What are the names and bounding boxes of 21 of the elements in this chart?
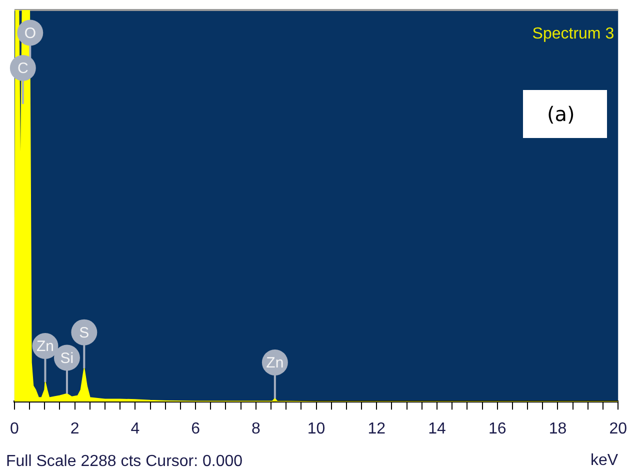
x-axis-title: keV [590,452,618,469]
text: Full Scale 2288 cts Cursor: 0.000 [6,453,243,470]
x-tick-label: 18 [548,420,567,438]
annotation: S [79,324,90,342]
x-tick-label: 12 [368,420,386,438]
x-tick-label: 16 [488,420,506,438]
x-tick-label: 8 [251,420,260,438]
x-tick-label: 14 [428,420,446,438]
annotation: Zn [36,338,54,356]
x-tick-label: 4 [130,420,140,438]
annotation: C [17,60,28,78]
x-tick-label: 20 [609,420,628,438]
annotation: Si [60,350,74,367]
annotation: (a) [523,90,607,138]
x-tick-label: 2 [70,420,80,438]
x-tick-label: 0 [10,420,19,438]
x-tick-label: 6 [191,420,200,438]
annotation: O [24,24,36,42]
annotation: Zn [266,354,284,372]
text: Spectrum 3 [532,25,614,42]
x-tick-label: 10 [307,420,326,438]
